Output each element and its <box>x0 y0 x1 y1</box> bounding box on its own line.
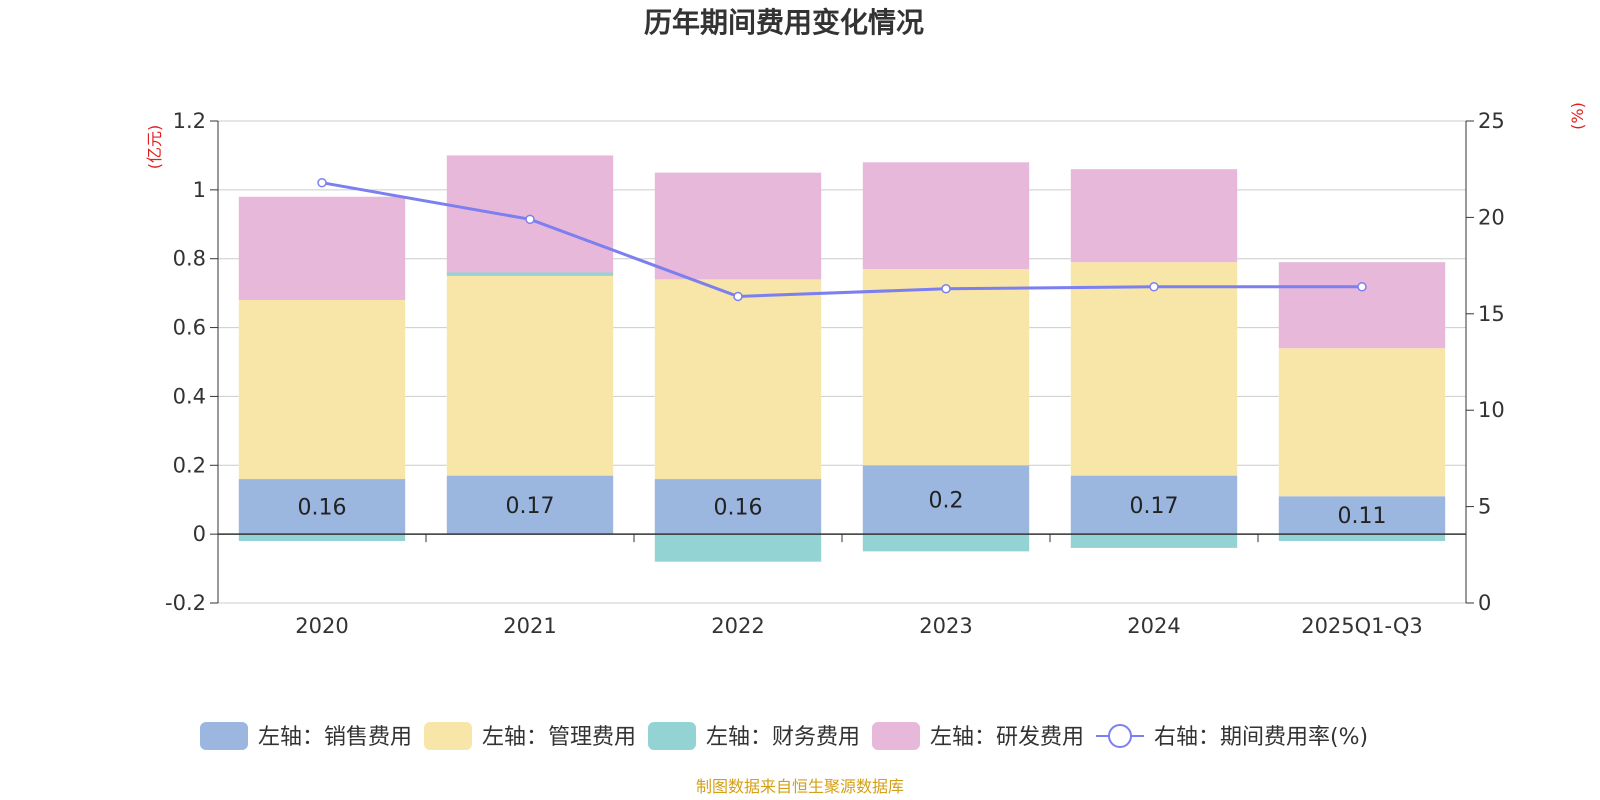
left-axis-tick-label: 0.2 <box>173 453 206 477</box>
x-axis-tick-label: 2023 <box>919 614 972 638</box>
left-axis-tick-label: 1.2 <box>173 109 206 133</box>
right-axis-unit: (%) <box>1568 102 1587 130</box>
data-label: 0.16 <box>298 496 347 521</box>
bar-segment <box>654 172 822 280</box>
x-axis-tick-label: 2020 <box>295 614 348 638</box>
bar-segment <box>1278 534 1446 542</box>
bar-segment <box>862 269 1030 466</box>
bar-segment <box>446 475 614 535</box>
left-axis-tick-label: 0 <box>193 522 206 546</box>
line-point <box>317 177 327 188</box>
legend-swatch <box>200 722 248 750</box>
bar-segment <box>446 272 614 276</box>
bars-layer <box>238 155 1446 562</box>
axes-layer: 1.2 1 0.8 0.6 0.4 0.2 0 -0.2 25 20 15 10 5 0 2020 2021 2… <box>165 109 1505 638</box>
left-axis-unit: (亿元) <box>145 125 164 170</box>
bar-segment <box>862 534 1030 552</box>
legend-swatch <box>872 722 920 750</box>
bar-segment <box>1070 169 1238 263</box>
left-axis-tick-label: 0.6 <box>173 316 206 340</box>
line-point <box>1149 282 1159 292</box>
x-axis-tick-label: 2021 <box>503 614 556 638</box>
data-label: 0.17 <box>1130 494 1179 519</box>
bar-segment <box>654 479 822 535</box>
bar-segment <box>654 279 822 480</box>
bar-segment <box>238 534 406 542</box>
bar-segment <box>1278 348 1446 497</box>
bar-segment <box>446 275 614 476</box>
line-series <box>321 181 1362 298</box>
bar-segment <box>238 479 406 535</box>
right-axis-tick-label: 10 <box>1478 398 1505 422</box>
bar-segment <box>238 300 406 480</box>
bar-segment <box>238 196 406 301</box>
left-axis-tick-label: -0.2 <box>165 591 206 615</box>
bar-segment <box>1070 262 1238 476</box>
bar-segment <box>1070 534 1238 548</box>
legend-marker <box>1108 724 1132 748</box>
line-point <box>941 283 951 294</box>
bar-segment <box>446 155 614 273</box>
data-label: 0.11 <box>1338 504 1387 529</box>
right-axis-tick-label: 25 <box>1478 109 1505 133</box>
data-label: 0.16 <box>714 496 763 521</box>
legend-label: 左轴：管理费用 <box>482 725 636 750</box>
bar-segment <box>1070 475 1238 535</box>
legend-swatch <box>648 722 696 750</box>
grid-layer <box>218 120 1466 604</box>
data-label: 0.2 <box>929 489 964 514</box>
bar-segment <box>654 534 822 562</box>
data-source-note: 制图数据来自恒生聚源数据库 <box>696 777 904 796</box>
line-point <box>525 214 535 225</box>
legend[interactable]: 左轴：销售费用 左轴：管理费用 左轴：财务费用 左轴：研发费用 右轴：期间费用率(%) <box>200 722 1368 750</box>
bar-segment <box>1278 496 1446 535</box>
legend-label: 左轴：财务费用 <box>706 725 860 750</box>
x-axis-tick-label: 2025Q1-Q3 <box>1301 614 1423 638</box>
line-layer <box>317 177 1367 302</box>
legend-label: 左轴：研发费用 <box>930 725 1084 750</box>
bar-segment <box>862 465 1030 535</box>
right-axis-tick-label: 20 <box>1478 205 1505 229</box>
data-label: 0.17 <box>506 494 555 519</box>
legend-swatch <box>424 722 472 750</box>
legend-label: 左轴：销售费用 <box>258 725 412 750</box>
left-axis-tick-label: 0.8 <box>173 247 206 271</box>
bar-segment <box>862 162 1030 270</box>
left-axis-tick-label: 0.4 <box>173 384 206 408</box>
right-axis-tick-label: 15 <box>1478 302 1505 326</box>
line-point <box>733 291 743 302</box>
x-axis-tick-label: 2024 <box>1127 614 1180 638</box>
legend-label: 右轴：期间费用率(%) <box>1154 725 1368 750</box>
line-point <box>1357 282 1367 292</box>
x-axis-tick-label: 2022 <box>711 614 764 638</box>
right-axis-tick-label: 0 <box>1478 591 1491 615</box>
chart-title: 历年期间费用变化情况 <box>644 6 924 39</box>
bar-segment <box>1278 262 1446 349</box>
left-axis-tick-label: 1 <box>193 178 206 202</box>
labels-layer: 0.16 0.17 0.16 0.2 0.17 0.11 <box>298 489 1387 529</box>
right-axis-tick-label: 5 <box>1478 495 1491 519</box>
